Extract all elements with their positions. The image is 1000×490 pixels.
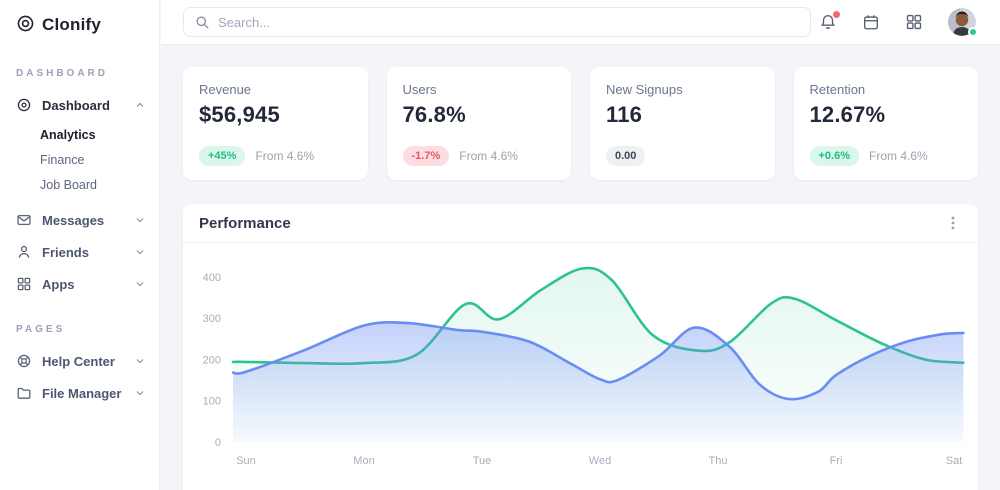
avatar[interactable]: [948, 8, 978, 37]
x-tick-label: Fri: [830, 455, 843, 467]
sidebar-item-label: Help Center: [42, 353, 115, 369]
dashboard-submenu: Analytics Finance Job Board: [0, 121, 159, 204]
online-status-dot: [968, 27, 978, 37]
panel-title: Performance: [199, 214, 291, 232]
sidebar-item-friends[interactable]: Friends: [0, 236, 159, 268]
mail-icon: [16, 212, 32, 228]
y-tick-label: 200: [203, 354, 221, 366]
stat-title: Retention: [809, 82, 866, 97]
chevron-down-icon: [134, 387, 146, 399]
clonify-logo-icon: [16, 14, 35, 36]
calendar-button[interactable]: [862, 13, 880, 31]
sidebar-section-label: DASHBOARD: [16, 68, 108, 79]
status-badge: +0.6%: [809, 146, 859, 166]
series-blue-line: [231, 321, 965, 401]
stat-card-new-signups: New Signups 116 0.00: [590, 67, 775, 180]
sidebar-item-label: Apps: [42, 276, 75, 292]
y-tick-label: 300: [203, 313, 221, 325]
sidebar-item-file-manager[interactable]: File Manager: [0, 377, 159, 409]
content: Revenue $56,945 +45% From 4.6% Users 76.…: [161, 45, 1000, 490]
stat-title: New Signups: [606, 82, 683, 97]
series-blue-area: [233, 322, 964, 442]
sidebar-item-dashboard[interactable]: Dashboard: [0, 89, 159, 121]
y-tick-label: 400: [203, 272, 221, 284]
chevron-up-icon: [134, 99, 146, 111]
stat-card-users: Users 76.8% -1.7% From 4.6%: [386, 67, 571, 180]
folder-icon: [16, 385, 32, 401]
stat-note: From 4.6%: [459, 149, 518, 163]
sidebar-item-apps[interactable]: Apps: [0, 268, 159, 300]
sidebar-item-analytics[interactable]: Analytics: [40, 128, 96, 142]
chevron-down-icon: [134, 278, 146, 290]
sidebar-item-finance[interactable]: Finance: [40, 153, 85, 167]
search-box[interactable]: [183, 7, 811, 37]
status-badge: -1.7%: [402, 146, 450, 166]
x-tick-label: Sun: [236, 455, 256, 467]
status-badge: 0.00: [606, 146, 646, 166]
search-input[interactable]: [218, 14, 799, 30]
apps-grid-icon: [906, 14, 922, 30]
x-tick-label: Thu: [709, 455, 728, 467]
stat-title: Users: [402, 82, 437, 97]
sidebar-item-messages[interactable]: Messages: [0, 204, 159, 236]
sidebar-item-job-board[interactable]: Job Board: [40, 178, 97, 192]
user-icon: [16, 244, 32, 260]
sidebar-item-label: Friends: [42, 244, 89, 260]
sidebar-item-label: Dashboard: [42, 97, 110, 113]
sidebar-section-label: PAGES: [16, 324, 66, 335]
kebab-menu-icon: [951, 216, 955, 230]
search-icon: [195, 15, 210, 30]
x-tick-label: Sat: [946, 455, 963, 467]
topbar-actions: [819, 8, 978, 37]
main-area: Revenue $56,945 +45% From 4.6% Users 76.…: [161, 0, 1000, 490]
stat-note: From 4.6%: [255, 149, 315, 163]
grid-icon: [16, 276, 32, 292]
calendar-icon: [864, 15, 878, 30]
x-tick-label: Mon: [353, 455, 374, 467]
stat-value: 12.67%: [809, 102, 886, 127]
stat-value: 116: [606, 102, 643, 127]
lifebuoy-icon: [16, 353, 32, 369]
brand[interactable]: Clonify: [0, 0, 159, 44]
y-tick-label: 100: [203, 396, 221, 408]
notifications-button[interactable]: [819, 11, 840, 31]
brand-name: Clonify: [42, 15, 102, 34]
sidebar-item-help-center[interactable]: Help Center: [0, 345, 159, 377]
kebab-menu-button[interactable]: [942, 211, 964, 235]
x-tick-label: Tue: [473, 455, 492, 467]
status-badge: +45%: [199, 146, 246, 166]
chevron-down-icon: [134, 246, 146, 258]
y-tick-label: 0: [215, 437, 221, 449]
performance-chart: 0 100 200 300 400 Sun Mon Tue Wed Thu Fri Sat: [203, 266, 965, 467]
stat-cards-row: Revenue $56,945 +45% From 4.6% Users 76.…: [183, 67, 978, 180]
notification-dot: [833, 11, 840, 18]
dashboard-icon: [16, 97, 32, 113]
sidebar-item-label: File Manager: [42, 385, 122, 401]
apps-button[interactable]: [905, 13, 923, 31]
sidebar: Clonify DASHBOARD Dashboard Analytics Fi…: [0, 0, 160, 490]
topbar: [161, 0, 1000, 45]
bell-icon: [821, 15, 835, 29]
performance-panel: Performance 0 100 200 300 400 Sun Mon Tue Wed Thu…: [183, 204, 978, 490]
stat-value: 76.8%: [402, 102, 466, 127]
sidebar-item-label: Messages: [42, 212, 105, 228]
chevron-down-icon: [134, 214, 146, 226]
stat-title: Revenue: [199, 82, 252, 97]
x-tick-label: Wed: [589, 455, 611, 467]
chevron-down-icon: [134, 355, 146, 367]
panel-header: Performance: [183, 204, 978, 243]
stat-card-retention: Retention 12.67% +0.6% From 4.6%: [793, 67, 978, 180]
stat-card-revenue: Revenue $56,945 +45% From 4.6%: [183, 67, 368, 180]
stat-note: From 4.6%: [869, 149, 928, 163]
stat-value: $56,945: [199, 102, 280, 127]
